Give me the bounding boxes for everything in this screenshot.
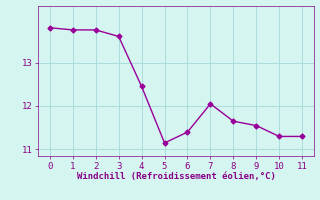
X-axis label: Windchill (Refroidissement éolien,°C): Windchill (Refroidissement éolien,°C) xyxy=(76,172,276,181)
